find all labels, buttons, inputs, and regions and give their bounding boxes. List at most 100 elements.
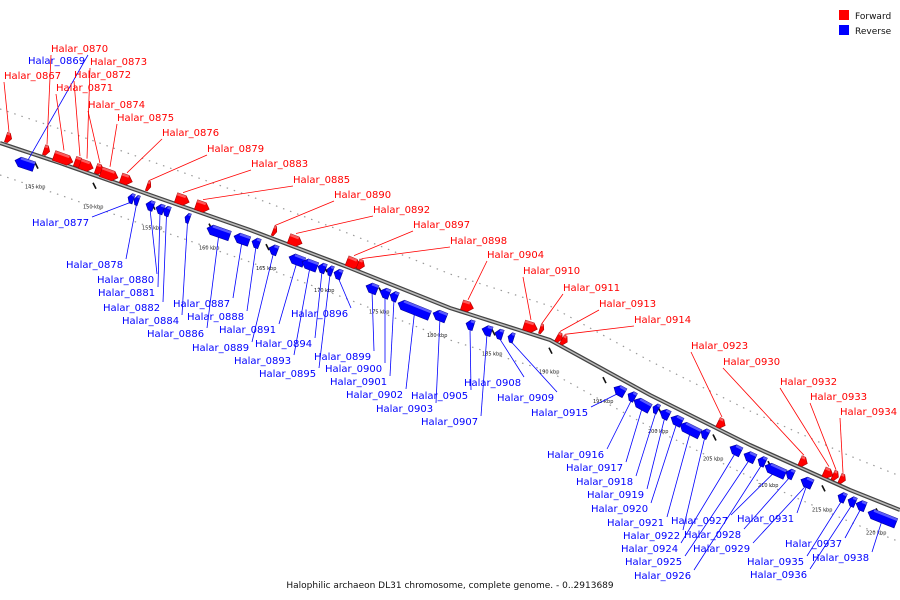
gene-label[interactable]: Halar_0897 [413, 220, 470, 231]
gene-label[interactable]: Halar_0872 [74, 70, 131, 81]
gene-label[interactable]: Halar_0880 [97, 275, 154, 286]
gene-feature[interactable] [431, 308, 449, 324]
gene-feature[interactable] [612, 383, 628, 399]
gene-feature[interactable] [193, 199, 211, 214]
gene-label[interactable]: Halar_0875 [117, 113, 174, 124]
gene-label[interactable]: Halar_0909 [497, 393, 554, 404]
gene-label[interactable]: Halar_0874 [88, 100, 145, 111]
gene-label[interactable]: Halar_0921 [607, 518, 664, 529]
gene-label[interactable]: Halar_0900 [325, 364, 382, 375]
gene-label[interactable]: Halar_0930 [723, 357, 780, 368]
gene-label[interactable]: Halar_0886 [147, 329, 204, 340]
gene-label[interactable]: Halar_0867 [4, 71, 61, 82]
gene-label[interactable]: Halar_0917 [566, 463, 623, 474]
gene-label[interactable]: Halar_0938 [812, 553, 869, 564]
gene-feature[interactable] [837, 472, 848, 485]
gene-label[interactable]: Halar_0892 [373, 205, 430, 216]
gene-label[interactable]: Halar_0891 [219, 325, 276, 336]
gene-label[interactable]: Halar_0905 [411, 391, 468, 402]
gene-feature[interactable] [522, 319, 538, 334]
gene-feature[interactable] [144, 180, 152, 192]
gene-feature[interactable] [784, 467, 796, 481]
gene-label[interactable]: Halar_0907 [421, 417, 478, 428]
gene-feature[interactable] [378, 286, 392, 300]
gene-feature[interactable] [396, 298, 432, 321]
gene-feature[interactable] [183, 212, 192, 224]
gene-feature[interactable] [728, 443, 744, 458]
gene-feature[interactable] [846, 495, 858, 508]
gene-label[interactable]: Halar_0913 [599, 299, 656, 310]
gene-label[interactable]: Halar_0924 [621, 544, 678, 555]
gene-feature[interactable] [460, 299, 474, 313]
gene-feature[interactable] [756, 455, 768, 468]
gene-feature[interactable] [300, 257, 320, 273]
gene-feature[interactable] [42, 144, 51, 156]
gene-label[interactable]: Halar_0928 [684, 530, 741, 541]
gene-label[interactable]: Halar_0899 [314, 352, 371, 363]
gene-label[interactable]: Halar_0883 [251, 159, 308, 170]
gene-feature[interactable] [763, 461, 788, 480]
gene-label[interactable]: Halar_0908 [464, 378, 521, 389]
gene-feature[interactable] [364, 281, 380, 296]
gene-feature[interactable] [538, 323, 545, 335]
gene-feature[interactable] [286, 233, 304, 248]
gene-feature[interactable] [287, 252, 307, 268]
gene-label[interactable]: Halar_0937 [785, 539, 842, 550]
gene-feature[interactable] [797, 455, 809, 468]
gene-feature[interactable] [651, 403, 662, 415]
gene-feature[interactable] [632, 396, 653, 414]
gene-label[interactable]: Halar_0903 [376, 404, 433, 415]
gene-feature[interactable] [699, 427, 711, 440]
gene-label[interactable]: Halar_0927 [671, 516, 728, 527]
gene-feature[interactable] [250, 237, 262, 250]
gene-label[interactable]: Halar_0887 [173, 299, 230, 310]
gene-label[interactable]: Halar_0898 [450, 236, 507, 247]
gene-label[interactable]: Halar_0925 [625, 557, 682, 568]
gene-feature[interactable] [388, 290, 400, 303]
gene-label[interactable]: Halar_0933 [810, 392, 867, 403]
gene-label[interactable]: Halar_0889 [192, 343, 249, 354]
gene-label[interactable]: Halar_0922 [623, 531, 680, 542]
gene-feature[interactable] [316, 262, 328, 275]
gene-label[interactable]: Halar_0878 [66, 260, 123, 271]
gene-feature[interactable] [126, 193, 136, 205]
gene-feature[interactable] [480, 324, 494, 338]
gene-feature[interactable] [132, 194, 141, 206]
gene-feature[interactable] [715, 417, 728, 431]
gene-feature[interactable] [493, 328, 505, 341]
gene-label[interactable]: Halar_0935 [747, 557, 804, 568]
gene-feature[interactable] [51, 150, 74, 167]
gene-feature[interactable] [205, 223, 232, 242]
gene-feature[interactable] [4, 131, 13, 144]
gene-label[interactable]: Halar_0876 [162, 128, 219, 139]
gene-feature[interactable] [821, 466, 835, 480]
gene-feature[interactable] [267, 243, 280, 257]
gene-feature[interactable] [13, 156, 36, 172]
gene-label[interactable]: Halar_0870 [51, 44, 108, 55]
gene-label[interactable]: Halar_0882 [103, 303, 160, 314]
gene-label[interactable]: Halar_0910 [523, 266, 580, 277]
gene-feature[interactable] [232, 231, 252, 247]
gene-label[interactable]: Halar_0902 [346, 390, 403, 401]
gene-label[interactable]: Halar_0881 [98, 288, 155, 299]
gene-feature[interactable] [559, 334, 570, 347]
gene-feature[interactable] [854, 499, 868, 513]
gene-feature[interactable] [464, 319, 476, 331]
gene-label[interactable]: Halar_0920 [591, 504, 648, 515]
gene-feature[interactable] [799, 475, 815, 490]
gene-feature[interactable] [118, 172, 134, 186]
gene-label[interactable]: Halar_0885 [293, 175, 350, 186]
gene-label[interactable]: Halar_0919 [587, 490, 644, 501]
gene-label[interactable]: Halar_0877 [32, 218, 89, 229]
gene-label[interactable]: Halar_0926 [634, 571, 691, 582]
gene-label[interactable]: Halar_0916 [547, 450, 604, 461]
gene-label[interactable]: Halar_0869 [28, 56, 85, 67]
gene-label[interactable]: Halar_0896 [291, 309, 348, 320]
gene-label[interactable]: Halar_0931 [737, 514, 794, 525]
gene-feature[interactable] [554, 331, 565, 344]
gene-label[interactable]: Halar_0904 [487, 250, 544, 261]
gene-feature[interactable] [626, 390, 638, 403]
gene-feature[interactable] [77, 158, 95, 173]
gene-feature[interactable] [836, 491, 848, 504]
gene-feature[interactable] [173, 192, 191, 207]
